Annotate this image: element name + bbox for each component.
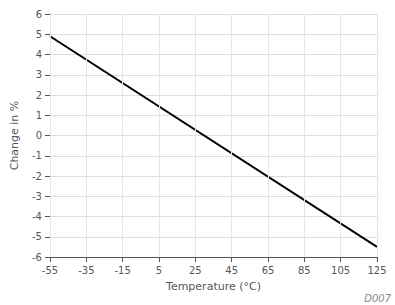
svg-text:-3: -3 [32, 191, 42, 202]
svg-text:-2: -2 [32, 171, 42, 182]
svg-text:4: 4 [36, 49, 42, 60]
svg-text:1: 1 [36, 110, 42, 121]
svg-text:3: 3 [36, 69, 42, 80]
svg-text:125: 125 [367, 265, 386, 276]
svg-text:-6: -6 [32, 252, 42, 263]
svg-text:6: 6 [36, 9, 42, 20]
svg-text:85: 85 [298, 265, 311, 276]
svg-text:Change in %: Change in % [8, 101, 21, 171]
svg-text:-5: -5 [32, 231, 42, 242]
svg-text:-1: -1 [32, 150, 42, 161]
svg-text:-15: -15 [114, 265, 130, 276]
svg-text:5: 5 [156, 265, 162, 276]
svg-text:-55: -55 [42, 265, 58, 276]
svg-text:25: 25 [189, 265, 202, 276]
svg-text:0: 0 [36, 130, 42, 141]
svg-text:D007: D007 [364, 293, 391, 304]
svg-text:105: 105 [331, 265, 350, 276]
svg-text:Temperature (°C): Temperature (°C) [165, 280, 261, 293]
svg-text:65: 65 [262, 265, 275, 276]
svg-text:2: 2 [36, 90, 42, 101]
svg-text:5: 5 [36, 29, 42, 40]
svg-text:-4: -4 [32, 211, 42, 222]
svg-text:-35: -35 [78, 265, 94, 276]
svg-text:45: 45 [225, 265, 238, 276]
